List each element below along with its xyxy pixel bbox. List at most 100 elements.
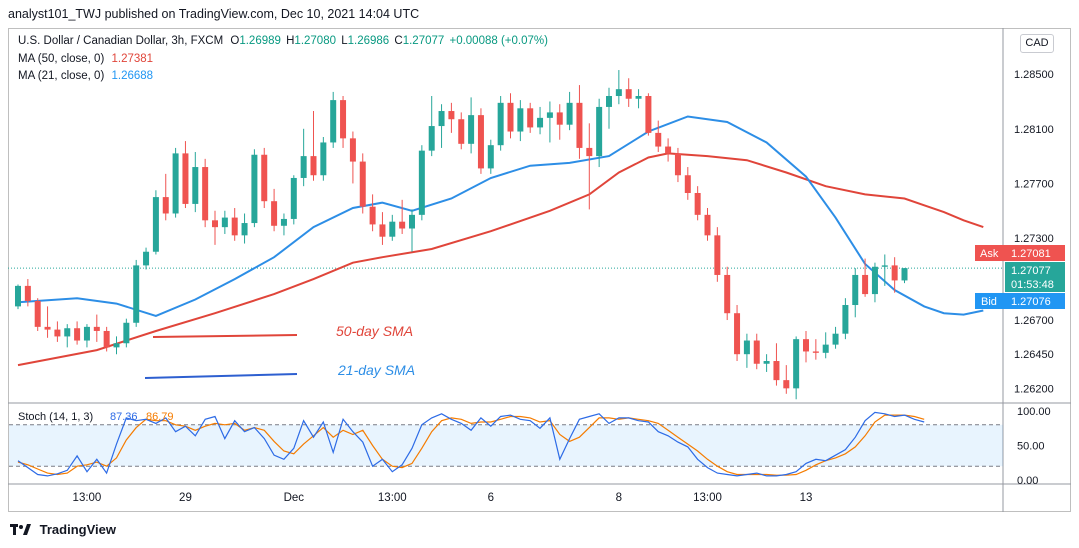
currency-button[interactable]: CAD (1020, 34, 1054, 53)
y-tick-label: 1.26700 (1014, 315, 1054, 327)
x-tick-label: 13 (800, 492, 813, 504)
candle-body (54, 329, 61, 337)
stoch-tick-label: 0.00 (1017, 475, 1038, 487)
ma21-line (17, 115, 984, 317)
candle-body (871, 266, 878, 295)
stoch-d-value: 86.79 (146, 411, 174, 423)
ma21-legend-label: MA (21, close, 0) (18, 70, 105, 82)
x-tick-label: 13:00 (378, 492, 407, 504)
candle-body (133, 265, 140, 323)
candle-body (852, 274, 859, 306)
candle-body (113, 343, 120, 348)
ma50-line (17, 152, 984, 367)
candle-body (241, 223, 248, 236)
candle-body (881, 265, 888, 267)
ma21-legend-value: 1.26688 (111, 70, 154, 82)
candle-body (172, 153, 179, 214)
candle-body (684, 175, 691, 193)
sma50-annotation-line (152, 334, 298, 338)
candle-body (517, 108, 524, 132)
candle-body (822, 344, 829, 353)
change-value: +0.00088 (+0.07%) (449, 35, 548, 47)
candle-body (34, 300, 41, 327)
ask-tag-label: Ask (980, 248, 999, 260)
candle-body (694, 192, 701, 215)
candle-body (330, 100, 337, 143)
candle-body (734, 313, 741, 355)
candle-body (576, 102, 583, 148)
high-value: 1.27080 (294, 35, 336, 47)
ma50-legend-label: MA (50, close, 0) (18, 53, 105, 65)
candle-body (606, 96, 612, 107)
close-value: 1.27077 (402, 35, 445, 47)
stoch-tick-label: 100.00 (1017, 406, 1051, 418)
candle-body (635, 96, 642, 99)
candle-body (615, 89, 622, 97)
candle-body (655, 132, 662, 147)
candle-body (645, 96, 652, 133)
candle-body (64, 328, 71, 337)
stoch-k-value: 87.36 (110, 411, 138, 423)
symbol-legend: U.S. Dollar / Canadian Dollar, 3h, FXCM … (18, 35, 548, 47)
candle-body (527, 108, 534, 128)
bid-tag-bg (1005, 293, 1065, 309)
ask-tag-label-bg (975, 245, 1005, 261)
candle-body (251, 154, 258, 224)
published-line: analyst101_TWJ published on TradingView.… (8, 7, 420, 21)
ma50-legend-value: 1.27381 (111, 53, 154, 65)
sma21-annotation-line (144, 373, 298, 379)
candle-body (546, 112, 553, 118)
candle-body (300, 156, 307, 178)
candle-body (310, 156, 317, 176)
tradingview-logo-icon (10, 523, 31, 535)
y-tick-label: 1.26200 (1014, 383, 1054, 395)
candle-body (842, 305, 849, 334)
candle-body (803, 339, 809, 352)
y-tick-label: 1.27700 (1014, 178, 1054, 190)
candle-body (556, 112, 563, 125)
candle-body (674, 153, 681, 176)
candle-body (448, 111, 455, 120)
candle-body (221, 217, 228, 228)
ma50-legend: MA (50, close, 0) 1.27381 (18, 53, 153, 65)
y-tick-label: 1.28100 (1014, 124, 1054, 136)
candle-body (15, 285, 21, 307)
candle-body (152, 197, 159, 252)
candle-body (743, 340, 750, 355)
tradingview-footer: TradingView (10, 521, 116, 541)
candle-body (783, 380, 790, 389)
y-tick-label: 1.27300 (1014, 233, 1054, 245)
candle-body (280, 218, 287, 226)
bid-tag-value: 1.27076 (1011, 296, 1051, 308)
close-label: C (394, 35, 403, 47)
candle-body (340, 100, 347, 139)
stoch-label: Stoch (14, 1, 3) (18, 411, 93, 423)
candle-body (537, 117, 544, 128)
chart-frame (8, 28, 1071, 512)
candle-body (724, 274, 731, 314)
x-tick-label: Dec (284, 492, 305, 504)
stoch-tick-label: 50.00 (1017, 441, 1045, 453)
candle-body (162, 197, 169, 214)
candle-body (704, 214, 711, 236)
candle-body (143, 251, 150, 266)
candle-body (369, 206, 376, 225)
candle-body (763, 361, 770, 364)
candle-body (379, 224, 386, 237)
x-tick-label: 29 (179, 492, 192, 504)
top-bar: analyst101_TWJ published on TradingView.… (0, 0, 1079, 28)
ask-tag-value: 1.27081 (1011, 248, 1051, 260)
candle-body (74, 328, 81, 341)
sma21-annotation: 21-day SMA (337, 362, 415, 378)
bar-countdown: 01:53:48 (1011, 279, 1054, 291)
candle-body (290, 177, 297, 219)
candle-body (625, 89, 632, 99)
candle-body (487, 145, 494, 169)
candle-body (438, 111, 445, 127)
low-value: 1.26986 (347, 35, 390, 47)
candle-body (665, 146, 672, 154)
ask-tag-bg (1005, 245, 1065, 261)
candle-body (24, 285, 31, 301)
candle-body (753, 340, 760, 364)
